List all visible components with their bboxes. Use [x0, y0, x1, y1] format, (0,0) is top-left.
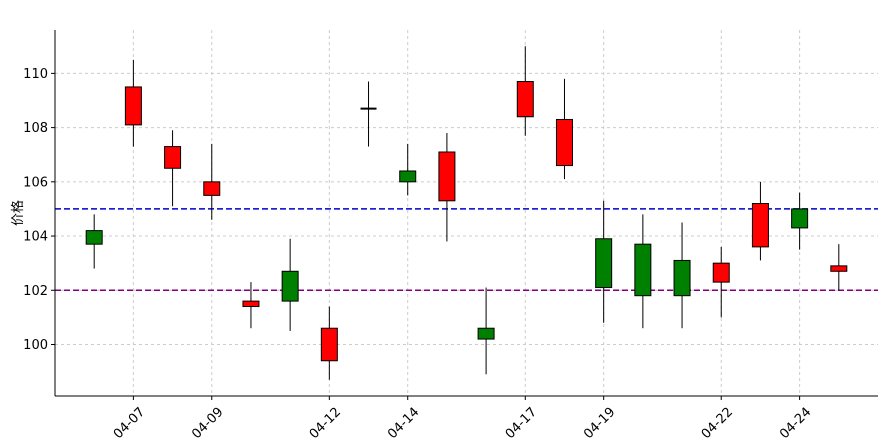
candle-body	[203, 181, 221, 196]
x-tick-label: 04-07	[111, 405, 148, 442]
candle	[791, 192, 809, 250]
axes	[54, 30, 878, 397]
candle	[555, 78, 573, 180]
candle-body	[830, 265, 848, 272]
candle	[85, 214, 103, 269]
y-tick-label: 106	[23, 175, 48, 190]
candle-body	[634, 243, 652, 297]
candle	[281, 238, 299, 331]
y-tick-label: 110	[23, 67, 48, 82]
candle-body	[791, 208, 809, 229]
candle	[477, 287, 495, 375]
candle	[242, 282, 260, 329]
candle-body	[516, 81, 534, 118]
candle-body	[242, 300, 260, 308]
x-tick-label: 04-24	[777, 405, 814, 442]
candle	[360, 81, 377, 147]
x-tick-label: 04-17	[503, 405, 540, 442]
x-tick-label: 04-22	[699, 405, 736, 442]
candle-body	[438, 151, 456, 202]
y-tick-label: 108	[23, 121, 48, 136]
candle-body	[320, 327, 338, 362]
candle	[595, 200, 613, 323]
candle-body	[673, 259, 691, 297]
y-axis-ticks: 100 102 104 106 108 110	[23, 67, 55, 353]
candle	[399, 143, 417, 196]
candle	[438, 133, 456, 242]
candle-body	[124, 86, 142, 126]
candle	[203, 143, 221, 220]
candle	[673, 222, 691, 329]
y-axis-label: 价格	[10, 200, 26, 226]
x-tick-label: 04-09	[189, 405, 226, 442]
candle-body	[477, 327, 495, 340]
x-tick-label: 04-12	[307, 405, 344, 442]
candle	[124, 59, 142, 147]
reference-lines	[55, 208, 878, 292]
x-tick-label: 04-14	[385, 405, 422, 442]
candle	[164, 130, 182, 207]
candle-body	[85, 230, 103, 245]
candle	[830, 244, 848, 291]
x-axis-ticks: 04-07 04-09 04-12 04-14 04-17 04-19 04-22 04-24	[111, 396, 814, 442]
candle	[516, 46, 534, 136]
candle-body	[751, 203, 769, 248]
candle	[751, 181, 769, 261]
candle-body	[399, 170, 417, 183]
candle-body	[595, 238, 613, 289]
candle	[320, 306, 338, 380]
y-tick-label: 102	[23, 284, 48, 299]
candle	[712, 246, 730, 318]
x-tick-label: 04-19	[581, 405, 618, 442]
candle-body	[555, 118, 573, 167]
y-tick-label: 100	[23, 338, 48, 353]
candle-body	[281, 270, 299, 302]
candles	[85, 46, 848, 380]
y-tick-label: 104	[23, 230, 48, 245]
candle-body	[712, 262, 730, 283]
candle	[634, 214, 652, 329]
candle-body	[164, 146, 182, 169]
